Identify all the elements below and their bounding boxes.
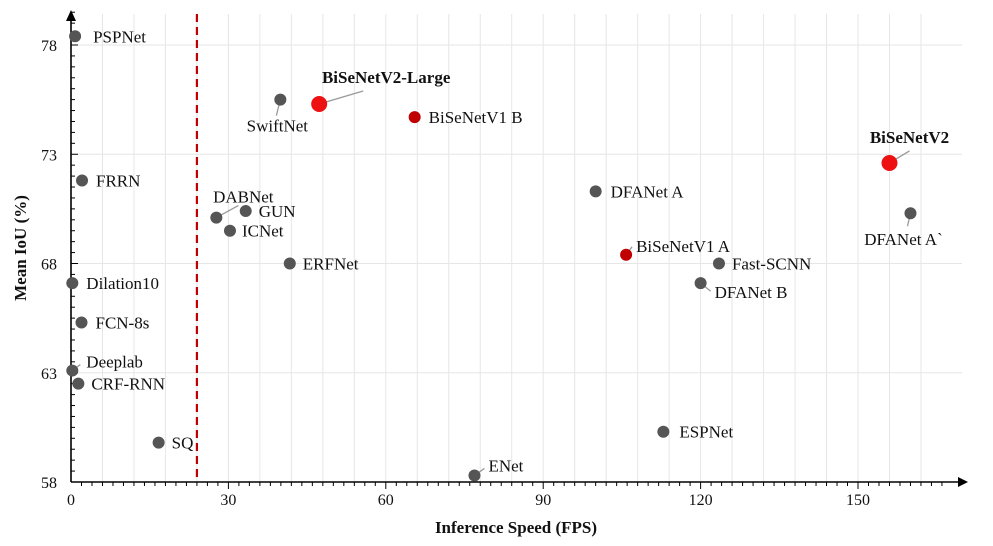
- point-bisenetv1-a: [620, 248, 633, 261]
- point-enet: [468, 469, 481, 482]
- y-tick-label: 68: [41, 257, 57, 274]
- y-tick-label: 58: [41, 475, 57, 492]
- point-frrn: [76, 174, 89, 187]
- point-espnet: [657, 425, 670, 438]
- point-labels: PSPNet FRRN Dilation10 FCN-8s Deeplab CRF-RNN…: [86, 27, 949, 475]
- point-bisenetv2: [881, 154, 898, 171]
- label-erfnet: ERFNet: [303, 255, 359, 274]
- x-tick-label: 60: [378, 492, 394, 509]
- point-bisenetv2-large: [311, 95, 328, 112]
- point-deeplab: [66, 364, 79, 377]
- x-axis-arrowhead: [958, 477, 968, 487]
- label-frrn: FRRN: [96, 171, 140, 190]
- tick-labels: 0 30 60 90 120 150 58 63 68 73 78: [41, 38, 870, 509]
- label-swiftnet: SwiftNet: [247, 117, 309, 136]
- point-swiftnet: [274, 93, 287, 106]
- label-crf-rnn: CRF-RNN: [91, 375, 165, 394]
- label-dilation10: Dilation10: [86, 274, 159, 293]
- label-bisenetv1-a: BiSeNetV1 A: [636, 237, 731, 256]
- y-axis-arrowhead: [66, 10, 76, 21]
- label-gun: GUN: [259, 202, 296, 221]
- point-erfnet: [283, 257, 296, 270]
- point-dabnet: [210, 211, 223, 224]
- point-fcn-8s: [75, 316, 88, 329]
- point-dfanet-a: [904, 207, 917, 220]
- point-crf-rnn: [72, 377, 85, 390]
- x-tick-label: 0: [67, 492, 75, 509]
- point-fast-scnn: [712, 257, 725, 270]
- label-dabnet: DABNet: [213, 188, 274, 207]
- point-dfanet-b: [694, 277, 707, 290]
- point-gun: [239, 205, 252, 218]
- label-bisenetv2-large: BiSeNetV2-Large: [322, 68, 451, 87]
- label-bisenetv2: BiSeNetV2: [870, 128, 949, 147]
- label-icnet: ICNet: [242, 222, 284, 241]
- x-tick-label: 30: [220, 492, 236, 509]
- label-bisenetv1-b: BiSeNetV1 B: [429, 108, 523, 127]
- axes: [66, 10, 968, 489]
- y-axis-title: Mean IoU (%): [11, 195, 30, 301]
- point-sq: [152, 436, 165, 449]
- label-fast-scnn: Fast-SCNN: [732, 255, 811, 274]
- gridlines: [71, 14, 962, 482]
- label-deeplab: Deeplab: [86, 353, 143, 372]
- y-tick-label: 63: [41, 366, 57, 383]
- point-bisenetv1-b: [408, 111, 421, 124]
- label-dfanet-b: DFANet B: [715, 283, 788, 302]
- point-dfanet-a: [589, 185, 602, 198]
- data-points: [66, 30, 917, 482]
- x-tick-label: 90: [535, 492, 551, 509]
- point-dilation10: [66, 277, 79, 290]
- x-tick-label: 120: [689, 492, 713, 509]
- label-espnet: ESPNet: [679, 423, 733, 442]
- point-pspnet: [69, 30, 82, 43]
- label-dfanet-a: DFANet A`: [864, 230, 943, 249]
- x-tick-label: 150: [846, 492, 870, 509]
- y-tick-label: 73: [41, 147, 57, 164]
- point-icnet: [223, 224, 236, 237]
- label-pspnet: PSPNet: [93, 27, 146, 46]
- label-sq: SQ: [172, 434, 194, 453]
- label-fcn-8s: FCN-8s: [95, 313, 149, 332]
- label-dfanet-a: DFANet A: [611, 182, 685, 201]
- y-tick-label: 78: [41, 38, 57, 55]
- label-enet: ENet: [488, 456, 523, 475]
- x-axis-title: Inference Speed (FPS): [435, 518, 597, 537]
